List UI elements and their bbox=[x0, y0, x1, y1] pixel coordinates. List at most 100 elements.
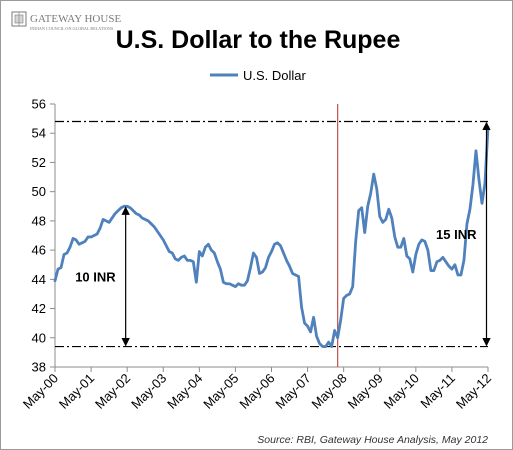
y-axis-ticks: 38 40 42 44 46 48 50 52 54 56 bbox=[32, 97, 55, 375]
data-point bbox=[418, 243, 420, 245]
data-point bbox=[379, 215, 381, 217]
data-point bbox=[255, 256, 257, 258]
data-point bbox=[168, 250, 170, 252]
data-point bbox=[111, 217, 113, 219]
data-point bbox=[237, 283, 239, 285]
data-point bbox=[364, 231, 366, 233]
data-point bbox=[183, 255, 185, 257]
y-tick-label: 50 bbox=[32, 184, 46, 199]
data-point bbox=[318, 342, 320, 344]
data-point bbox=[195, 281, 197, 283]
data-point bbox=[132, 209, 134, 211]
data-point bbox=[400, 246, 402, 248]
source-note: Source: RBI, Gateway House Analysis, May… bbox=[257, 434, 488, 446]
data-point bbox=[475, 150, 477, 152]
data-point bbox=[189, 259, 191, 261]
data-point bbox=[165, 245, 167, 247]
data-point bbox=[385, 218, 387, 220]
data-point bbox=[279, 245, 281, 247]
data-point bbox=[57, 268, 59, 270]
data-point bbox=[309, 331, 311, 333]
logo-subtext: INDIAN COUNCIL ON GLOBAL RELATIONS bbox=[30, 26, 114, 31]
annotations: 10 INR 15 INR bbox=[75, 121, 491, 347]
data-point bbox=[433, 269, 435, 271]
logo-text: GATEWAY HOUSE bbox=[30, 13, 121, 25]
data-point bbox=[201, 255, 203, 257]
data-point bbox=[177, 259, 179, 261]
data-point bbox=[198, 250, 200, 252]
data-point bbox=[345, 294, 347, 296]
data-point bbox=[382, 221, 384, 223]
data-point bbox=[207, 243, 209, 245]
data-point bbox=[135, 212, 137, 214]
data-point bbox=[60, 266, 62, 268]
y-tick-label: 52 bbox=[32, 155, 46, 170]
data-point bbox=[457, 274, 459, 276]
data-point bbox=[391, 217, 393, 219]
data-point bbox=[348, 293, 350, 295]
data-point bbox=[478, 179, 480, 181]
data-point bbox=[288, 265, 290, 267]
data-point bbox=[129, 207, 131, 209]
data-point bbox=[324, 345, 326, 347]
data-point bbox=[225, 283, 227, 285]
y-tick-label: 42 bbox=[32, 301, 46, 316]
data-point bbox=[204, 246, 206, 248]
data-point bbox=[90, 236, 92, 238]
data-point bbox=[93, 234, 95, 236]
data-point bbox=[421, 239, 423, 241]
data-point bbox=[397, 246, 399, 248]
data-point bbox=[210, 249, 212, 251]
data-point bbox=[327, 341, 329, 343]
data-point bbox=[78, 243, 80, 245]
data-point bbox=[354, 240, 356, 242]
data-point bbox=[321, 345, 323, 347]
data-point bbox=[246, 280, 248, 282]
data-point bbox=[351, 285, 353, 287]
data-point bbox=[388, 208, 390, 210]
data-point bbox=[264, 266, 266, 268]
data-point bbox=[427, 249, 429, 251]
data-point bbox=[99, 227, 101, 229]
y-tick-label: 38 bbox=[32, 360, 46, 375]
data-point bbox=[333, 329, 335, 331]
range-label: 10 INR bbox=[75, 269, 116, 284]
data-point bbox=[306, 325, 308, 327]
y-tick-label: 46 bbox=[32, 243, 46, 258]
data-point bbox=[54, 280, 56, 282]
data-point bbox=[249, 266, 251, 268]
data-point bbox=[412, 271, 414, 273]
data-point bbox=[105, 220, 107, 222]
data-point bbox=[114, 212, 116, 214]
y-tick-label: 56 bbox=[32, 97, 46, 112]
data-point bbox=[463, 259, 465, 261]
data-point bbox=[436, 261, 438, 263]
data-point bbox=[87, 236, 89, 238]
data-point bbox=[358, 209, 360, 211]
data-point bbox=[180, 256, 182, 258]
reference-lines bbox=[55, 120, 488, 348]
data-point bbox=[285, 259, 287, 261]
data-point bbox=[424, 240, 426, 242]
data-point bbox=[361, 207, 363, 209]
data-point bbox=[339, 319, 341, 321]
data-point bbox=[430, 269, 432, 271]
legend: U.S. Dollar bbox=[210, 68, 307, 83]
data-point bbox=[303, 322, 305, 324]
chart-title: U.S. Dollar to the Rupee bbox=[116, 26, 401, 54]
data-point bbox=[276, 242, 278, 244]
data-point bbox=[267, 256, 269, 258]
data-point bbox=[300, 306, 302, 308]
data-point bbox=[273, 243, 275, 245]
data-point bbox=[454, 264, 456, 266]
data-point bbox=[231, 284, 233, 286]
data-point bbox=[123, 205, 125, 207]
data-point bbox=[315, 335, 317, 337]
data-point bbox=[439, 259, 441, 261]
data-point bbox=[192, 261, 194, 263]
data-point bbox=[403, 237, 405, 239]
data-point bbox=[481, 202, 483, 204]
data-point bbox=[63, 253, 65, 255]
